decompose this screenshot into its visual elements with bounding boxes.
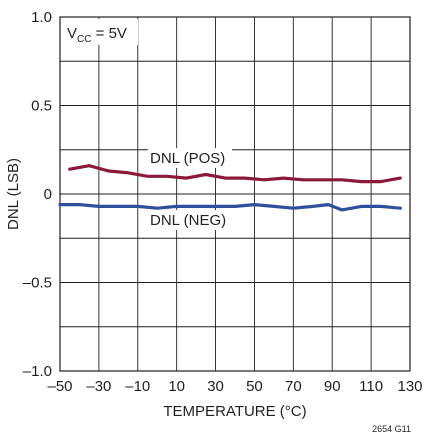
series-line-dnl-neg: [58, 203, 402, 212]
condition-rest: = 5V: [91, 25, 126, 42]
y-axis-title: DNL (LSB): [5, 158, 22, 230]
x-tick-label: –50: [47, 378, 72, 395]
x-tick-label: 130: [397, 378, 422, 395]
y-tick-label: 1.0: [31, 9, 52, 26]
x-tick-label: 10: [168, 378, 185, 395]
grid: [59, 16, 411, 372]
y-tick-label: 0: [44, 186, 52, 203]
x-tick-label: 70: [285, 378, 302, 395]
figure-id: 2654 G11: [372, 424, 411, 434]
y-tick-label: –0.5: [23, 275, 52, 292]
x-tick-label: –10: [125, 378, 150, 395]
series-group: [58, 164, 402, 212]
condition-subscript: CC: [77, 34, 91, 45]
y-tick-label: –1.0: [23, 363, 52, 380]
y-tick-labels: 1.0 0.5 0 –0.5 –1.0: [23, 9, 52, 380]
series-label-neg: DNL (NEG): [150, 212, 226, 229]
y-tick-label: 0.5: [31, 98, 52, 115]
x-tick-label: 50: [246, 378, 263, 395]
neg-label-background: [148, 210, 236, 230]
x-tick-label: –30: [86, 378, 111, 395]
x-tick-label: 30: [207, 378, 224, 395]
x-tick-labels: –50 –30 –10 10 30 50 70 90 110 130: [47, 378, 422, 395]
series-label-pos: DNL (POS): [150, 150, 225, 167]
x-tick-label: 110: [359, 378, 383, 395]
x-axis-title: TEMPERATURE (°C): [163, 403, 306, 420]
plot-frame: [59, 16, 411, 372]
x-tick-label: 90: [324, 378, 341, 395]
series-line-dnl-pos: [68, 164, 402, 184]
condition-label: VCC = 5V: [67, 25, 127, 45]
condition-main: V: [67, 25, 77, 42]
condition-label-background: [62, 19, 138, 45]
pos-label-background: [148, 148, 232, 168]
